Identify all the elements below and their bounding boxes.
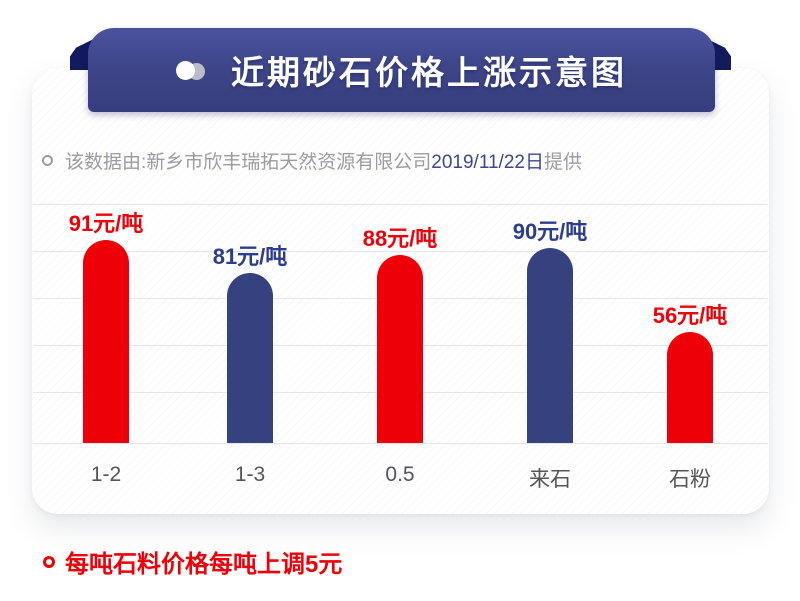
footer-note-row: 每吨石料价格每吨上调5元 [43, 544, 342, 579]
x-axis-label: 0.5 [385, 463, 415, 486]
bar-value-label: 88元/吨 [362, 226, 438, 251]
data-source-text: 该数据由:新乡市欣丰瑞拓天然资源有限公司2019/11/22日提供 [65, 147, 582, 174]
x-axis-label: 来石 [529, 468, 571, 491]
data-source-suffix: 提供 [543, 152, 582, 173]
chart-bar [667, 332, 713, 443]
gridline [33, 204, 768, 205]
gridline [33, 251, 768, 252]
bar-value-label: 91元/吨 [68, 211, 144, 236]
page-title: 近期砂石价格上涨示意图 [231, 54, 627, 91]
bullet-sphere-highlight [176, 60, 195, 80]
bullet-sphere-icon [176, 60, 205, 80]
title-banner: 近期砂石价格上涨示意图 [88, 28, 715, 112]
chart-bar [377, 255, 423, 443]
footer-note: 每吨石料价格每吨上调5元 [65, 551, 343, 578]
data-source-prefix: 该数据由:新乡市欣丰瑞拓天然资源有限公司 [65, 152, 432, 173]
bar-value-label: 56元/吨 [652, 303, 728, 328]
data-source-date: 2019/11/22日 [431, 152, 544, 173]
bar-value-label: 81元/吨 [212, 244, 288, 269]
circle-bullet-icon [43, 555, 55, 568]
data-source-row: 该数据由:新乡市欣丰瑞拓天然资源有限公司2019/11/22日提供 [42, 147, 582, 174]
x-axis-label: 1-2 [90, 463, 122, 486]
chart-bar [83, 240, 129, 443]
chart-bar [527, 248, 573, 443]
x-axis-label: 1-3 [234, 463, 266, 486]
bar-value-label: 90元/吨 [512, 219, 588, 244]
circle-bullet-icon [42, 155, 53, 166]
x-axis-label: 石粉 [669, 468, 711, 491]
gridline [33, 443, 768, 444]
chart-bar [227, 273, 273, 443]
